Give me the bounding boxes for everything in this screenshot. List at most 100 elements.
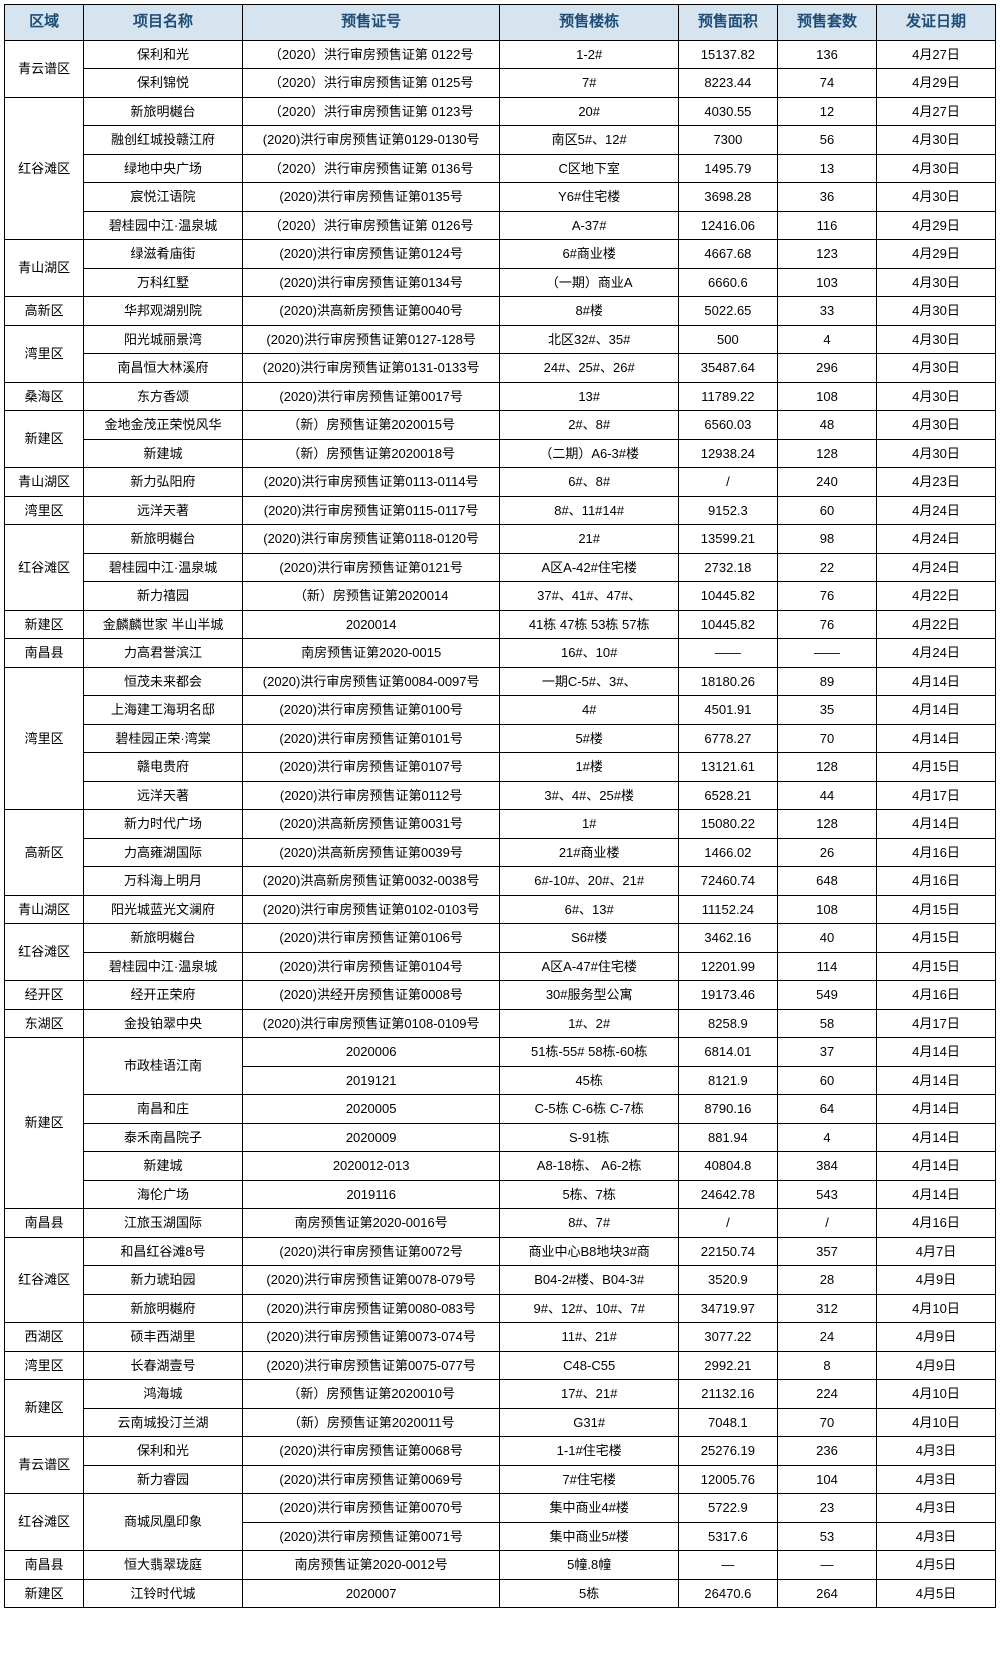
cell-building: 21#商业楼 [500,838,678,867]
cell-building: 5幢.8幢 [500,1551,678,1580]
cell-cert: (2020)洪行审房预售证第0113-0114号 [242,468,500,497]
cell-date: 4月10日 [877,1380,996,1409]
cell-project: 新旅明樾台 [84,525,243,554]
cell-date: 4月15日 [877,895,996,924]
cell-building: 6#、13# [500,895,678,924]
table-row: 红谷滩区商城凤凰印象(2020)洪行审房预售证第0070号集中商业4#楼5722… [5,1494,996,1523]
col-area: 预售面积 [678,5,777,41]
table-row: 海伦广场20191165栋、7栋24642.785434月14日 [5,1180,996,1209]
table-row: 湾里区长春湖壹号(2020)洪行审房预售证第0075-077号C48-C5529… [5,1351,996,1380]
cell-project: 华邦观湖别院 [84,297,243,326]
cell-date: 4月30日 [877,411,996,440]
table-row: 西湖区硕丰西湖里(2020)洪行审房预售证第0073-074号11#、21#30… [5,1323,996,1352]
cell-region: 桑海区 [5,382,84,411]
cell-date: 4月30日 [877,183,996,212]
cell-building: 南区5#、12# [500,126,678,155]
cell-area: 34719.97 [678,1294,777,1323]
cell-area: 12938.24 [678,439,777,468]
cell-area: 19173.46 [678,981,777,1010]
cell-building: 4# [500,696,678,725]
cell-date: 4月5日 [877,1579,996,1608]
table-row: 南昌和庄2020005C-5栋 C-6栋 C-7栋8790.16644月14日 [5,1095,996,1124]
cell-cert: (2020)洪行审房预售证第0118-0120号 [242,525,500,554]
cell-building: 17#、21# [500,1380,678,1409]
cell-date: 4月23日 [877,468,996,497]
cell-date: 4月5日 [877,1551,996,1580]
cell-cert: (2020)洪行审房预售证第0070号 [242,1494,500,1523]
table-row: 万科红墅(2020)洪行审房预售证第0134号（一期）商业A6660.61034… [5,268,996,297]
cell-cert: （新）房预售证第2020011号 [242,1408,500,1437]
cell-cert: (2020)洪行审房预售证第0073-074号 [242,1323,500,1352]
cell-region: 经开区 [5,981,84,1010]
cell-date: 4月27日 [877,97,996,126]
cell-building: 2#、8# [500,411,678,440]
table-row: 融创红城投赣江府(2020)洪行审房预售证第0129-0130号南区5#、12#… [5,126,996,155]
cell-region: 红谷滩区 [5,924,84,981]
cell-area: 3462.16 [678,924,777,953]
cell-cert: 2020012-013 [242,1152,500,1181]
cell-area: 3520.9 [678,1266,777,1295]
cell-units: 28 [777,1266,876,1295]
cell-area: 25276.19 [678,1437,777,1466]
cell-date: 4月14日 [877,696,996,725]
cell-project: 市政桂语江南 [84,1038,243,1095]
table-row: 南昌县恒大翡翠珑庭南房预售证第2020-0012号5幢.8幢——4月5日 [5,1551,996,1580]
cell-project: 力高君誉滨江 [84,639,243,668]
cell-building: 8#、11#14# [500,496,678,525]
cell-date: 4月10日 [877,1294,996,1323]
cell-area: 5722.9 [678,1494,777,1523]
col-units: 预售套数 [777,5,876,41]
cell-cert: (2020)洪行审房预售证第0124号 [242,240,500,269]
cell-cert: 2020006 [242,1038,500,1067]
table-header-row: 区域 项目名称 预售证号 预售楼栋 预售面积 预售套数 发证日期 [5,5,996,41]
table-row: 红谷滩区和昌红谷滩8号(2020)洪行审房预售证第0072号商业中心B8地块3#… [5,1237,996,1266]
table-row: 新建区江铃时代城20200075栋26470.62644月5日 [5,1579,996,1608]
cell-area: 6560.03 [678,411,777,440]
cell-date: 4月14日 [877,1095,996,1124]
cell-units: 70 [777,724,876,753]
cell-units: 33 [777,297,876,326]
cell-project: 保利和光 [84,1437,243,1466]
cell-date: 4月14日 [877,810,996,839]
cell-units: 70 [777,1408,876,1437]
cell-building: 24#、25#、26# [500,354,678,383]
cell-date: 4月9日 [877,1351,996,1380]
cell-date: 4月30日 [877,439,996,468]
cell-area: —— [678,639,777,668]
cell-units: 23 [777,1494,876,1523]
cell-date: 4月15日 [877,753,996,782]
cell-units: 123 [777,240,876,269]
cell-cert: 2019116 [242,1180,500,1209]
cell-project: 南昌恒大林溪府 [84,354,243,383]
cell-building: 一期C-5#、3#、 [500,667,678,696]
cell-area: 15080.22 [678,810,777,839]
cell-region: 湾里区 [5,325,84,382]
cell-building: 30#服务型公寓 [500,981,678,1010]
cell-project: 赣电贵府 [84,753,243,782]
cell-building: C-5栋 C-6栋 C-7栋 [500,1095,678,1124]
table-row: 青山湖区新力弘阳府(2020)洪行审房预售证第0113-0114号6#、8#/2… [5,468,996,497]
cell-units: 128 [777,439,876,468]
table-row: 桑海区东方香颂(2020)洪行审房预售证第0017号13#11789.22108… [5,382,996,411]
table-row: 新建城2020012-013A8-18栋、 A6-2栋40804.83844月1… [5,1152,996,1181]
cell-project: 海伦广场 [84,1180,243,1209]
cell-area: 10445.82 [678,582,777,611]
cell-date: 4月30日 [877,325,996,354]
cell-date: 4月3日 [877,1494,996,1523]
cell-region: 南昌县 [5,1209,84,1238]
cell-region: 青山湖区 [5,895,84,924]
cell-date: 4月27日 [877,40,996,69]
table-row: 泰禾南昌院子2020009S-91栋881.9444月14日 [5,1123,996,1152]
cell-units: 98 [777,525,876,554]
cell-building: 1# [500,810,678,839]
cell-building: 1#、2# [500,1009,678,1038]
cell-region: 红谷滩区 [5,1494,84,1551]
cell-building: 5栋 [500,1579,678,1608]
cell-date: 4月30日 [877,268,996,297]
cell-region: 红谷滩区 [5,525,84,611]
cell-cert: (2020)洪行审房预售证第0115-0117号 [242,496,500,525]
cell-units: 60 [777,496,876,525]
cell-cert: （2020）洪行审房预售证第 0122号 [242,40,500,69]
cell-cert: （新）房预售证第2020010号 [242,1380,500,1409]
cell-date: 4月9日 [877,1266,996,1295]
